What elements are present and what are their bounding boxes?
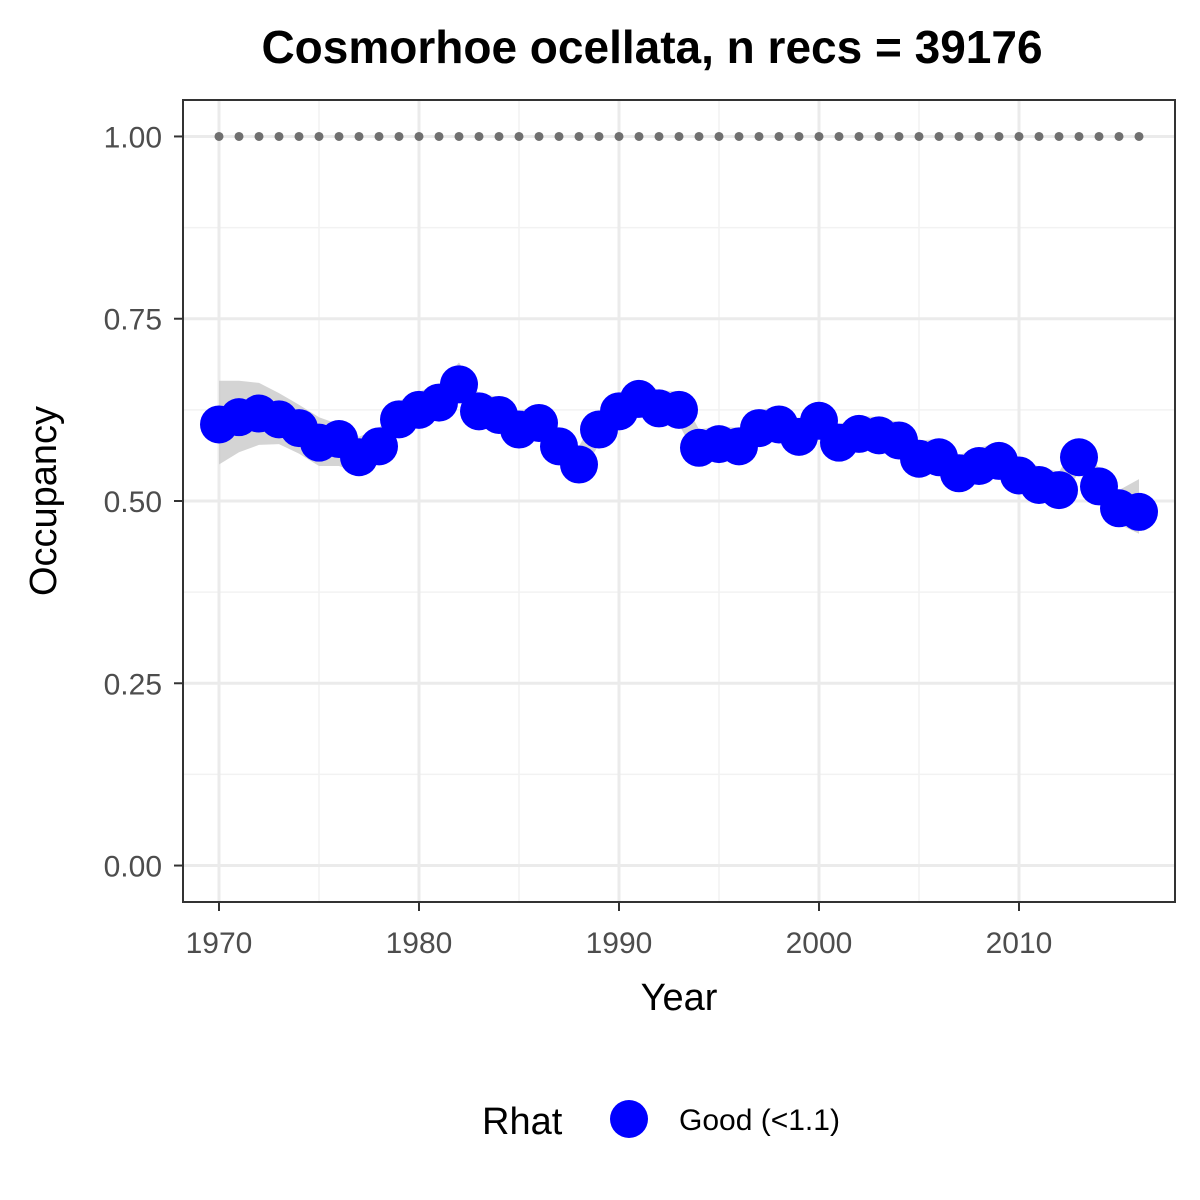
reference-point [1034, 131, 1044, 141]
reference-point [754, 131, 764, 141]
data-point [660, 390, 698, 429]
data-points [200, 365, 1158, 531]
data-point [1040, 471, 1078, 510]
reference-point [214, 131, 224, 141]
data-point [560, 445, 598, 484]
y-tick-label: 1.00 [104, 121, 162, 154]
data-point [440, 365, 478, 404]
reference-point [974, 131, 984, 141]
reference-point [714, 131, 724, 141]
reference-point [414, 131, 424, 141]
reference-point [854, 131, 864, 141]
reference-point [574, 131, 584, 141]
legend-title: Rhat [482, 1101, 563, 1143]
y-tick-label: 0.75 [104, 304, 162, 337]
y-tick-label: 0.25 [104, 668, 162, 701]
x-tick-label: 1990 [586, 927, 653, 960]
reference-point [914, 131, 924, 141]
reference-point [954, 131, 964, 141]
y-tick-label: 0.00 [104, 851, 162, 884]
reference-point [1014, 131, 1024, 141]
reference-point [934, 131, 944, 141]
reference-point [494, 131, 504, 141]
y-tick-label: 0.50 [104, 486, 162, 519]
reference-point [1054, 131, 1064, 141]
reference-point [1134, 131, 1144, 141]
reference-point [314, 131, 324, 141]
legend-label-good: Good (<1.1) [679, 1104, 840, 1137]
reference-point [994, 131, 1004, 141]
reference-point [634, 131, 644, 141]
reference-point [334, 131, 344, 141]
x-tick-label: 1970 [186, 927, 253, 960]
reference-point [594, 131, 604, 141]
reference-point [874, 131, 884, 141]
data-point [1060, 438, 1098, 477]
reference-point [394, 131, 404, 141]
legend: Rhat Good (<1.1) [482, 1100, 840, 1143]
y-axis-title: Occupancy [23, 406, 65, 596]
reference-point [434, 131, 444, 141]
reference-point [894, 131, 904, 141]
reference-point [694, 131, 704, 141]
reference-point [774, 131, 784, 141]
legend-key-good [610, 1100, 648, 1138]
axis-ticks: 1970 1980 1990 2000 2010 0.00 0.25 0.50 0.75 1.00 [104, 121, 1053, 960]
reference-point [254, 131, 264, 141]
reference-point [274, 131, 284, 141]
grid-lines [183, 100, 1175, 902]
x-axis-title: Year [641, 977, 718, 1019]
reference-point [294, 131, 304, 141]
reference-point [474, 131, 484, 141]
reference-point [1094, 131, 1104, 141]
x-tick-label: 1980 [386, 927, 453, 960]
reference-point [674, 131, 684, 141]
reference-point [374, 131, 384, 141]
reference-point [834, 131, 844, 141]
reference-point [234, 131, 244, 141]
reference-point [534, 131, 544, 141]
reference-point [814, 131, 824, 141]
reference-point [614, 131, 624, 141]
reference-line-1 [214, 131, 1144, 141]
reference-point [454, 131, 464, 141]
reference-point [1114, 131, 1124, 141]
data-point [360, 427, 398, 466]
reference-point [1074, 131, 1084, 141]
reference-point [734, 131, 744, 141]
reference-point [794, 131, 804, 141]
reference-point [554, 131, 564, 141]
x-tick-label: 2000 [786, 927, 853, 960]
chart-title: Cosmorhoe ocellata, n recs = 39176 [261, 21, 1042, 73]
reference-point [654, 131, 664, 141]
data-point [1120, 492, 1158, 531]
reference-point [354, 131, 364, 141]
x-tick-label: 2010 [986, 927, 1053, 960]
reference-point [514, 131, 524, 141]
